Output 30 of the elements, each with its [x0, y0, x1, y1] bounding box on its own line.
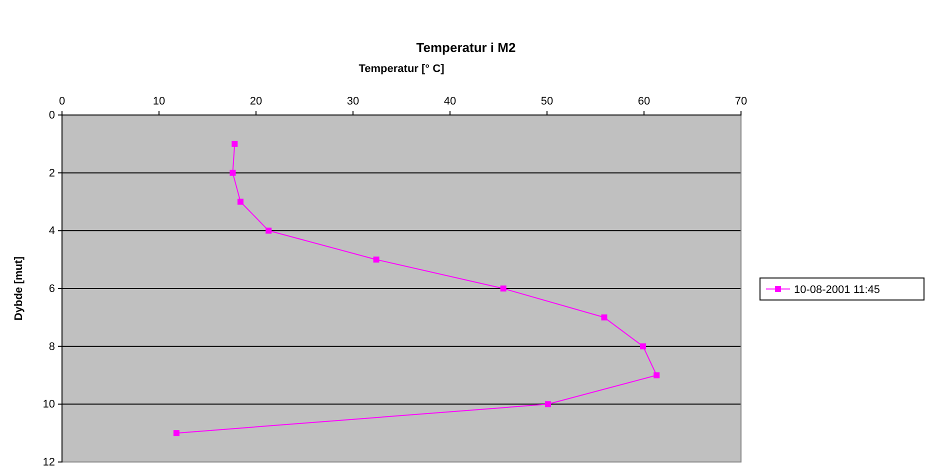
- x-tick-label: 0: [58, 96, 66, 108]
- point: [640, 343, 646, 350]
- y-tick-label: 10: [42, 398, 55, 411]
- x-tick-label: 60: [638, 96, 650, 108]
- y-tick-label: 12: [42, 456, 55, 469]
- x-tick-label: 10: [152, 96, 166, 108]
- point: [601, 314, 608, 320]
- y-tick-label: 2: [48, 167, 55, 180]
- x-tick-label: 30: [346, 96, 360, 108]
- x-tick-label: 20: [250, 96, 262, 108]
- point: [373, 256, 380, 263]
- x-tick-label: 40: [444, 96, 456, 108]
- y-tick-label: 0: [48, 110, 55, 122]
- y-tick-label: 6: [48, 283, 55, 296]
- x-tick-label: 50: [540, 96, 554, 108]
- point: [237, 198, 244, 205]
- point: [500, 286, 506, 292]
- point: [230, 170, 236, 176]
- x-axis-title: Temperatur [° C]: [358, 63, 445, 75]
- point: [266, 228, 272, 234]
- chart-title: Temperatur i M2: [416, 40, 516, 55]
- x-tick-label: 70: [734, 96, 748, 108]
- y-axis-title: Dybde [mut]: [13, 256, 25, 321]
- legend-label: 10-08-2001 11:45: [794, 284, 880, 296]
- y-tick-label: 8: [48, 340, 55, 353]
- point: [544, 401, 551, 408]
- point: [173, 430, 180, 436]
- point: [232, 140, 238, 147]
- point: [654, 372, 660, 378]
- y-tick-label: 4: [48, 225, 55, 238]
